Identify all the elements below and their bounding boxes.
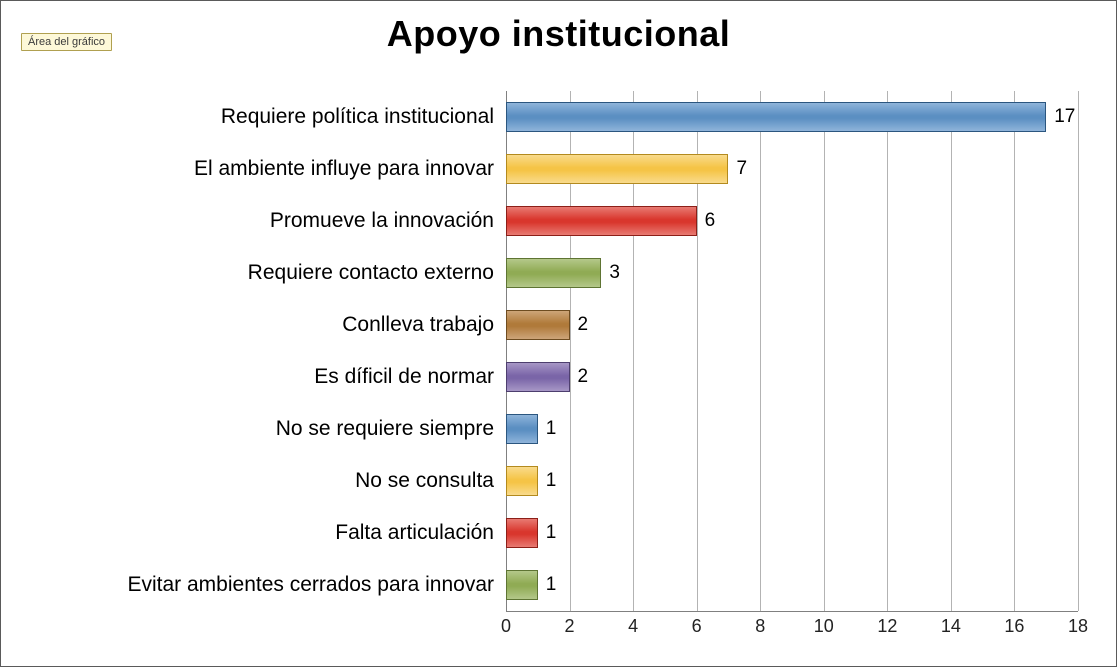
bar-value-label: 7 xyxy=(736,158,747,180)
bar-value-label: 1 xyxy=(546,418,557,440)
bar xyxy=(506,154,728,184)
gridline xyxy=(887,91,888,611)
bar xyxy=(506,466,538,496)
x-tick-label: 0 xyxy=(501,616,511,637)
category-label: Promueve la innovación xyxy=(270,209,494,233)
bar-value-label: 2 xyxy=(578,314,589,336)
x-axis-line xyxy=(506,611,1078,612)
bar-value-label: 6 xyxy=(705,210,716,232)
bar xyxy=(506,206,697,236)
x-tick-label: 18 xyxy=(1068,616,1088,637)
x-tick-label: 14 xyxy=(941,616,961,637)
category-label: Falta articulación xyxy=(335,521,494,545)
bar-value-label: 2 xyxy=(578,366,589,388)
category-label: Requiere contacto externo xyxy=(248,261,494,285)
bar xyxy=(506,258,601,288)
gridline xyxy=(760,91,761,611)
bar xyxy=(506,362,570,392)
x-tick-label: 12 xyxy=(877,616,897,637)
x-tick-label: 6 xyxy=(692,616,702,637)
bar xyxy=(506,102,1046,132)
gridline xyxy=(1014,91,1015,611)
chart-frame: Área del gráfico Apoyo institucional 024… xyxy=(0,0,1117,667)
bar-value-label: 17 xyxy=(1054,106,1075,128)
bar xyxy=(506,570,538,600)
category-label: Evitar ambientes cerrados para innovar xyxy=(127,573,494,597)
bar-value-label: 1 xyxy=(546,522,557,544)
bar xyxy=(506,310,570,340)
x-tick-label: 2 xyxy=(565,616,575,637)
category-label: Requiere política institucional xyxy=(221,105,494,129)
category-label: El ambiente influye para innovar xyxy=(194,157,494,181)
category-label: No se consulta xyxy=(355,469,494,493)
bar-value-label: 1 xyxy=(546,574,557,596)
category-label: No se requiere siempre xyxy=(276,417,494,441)
x-tick-label: 8 xyxy=(755,616,765,637)
bar xyxy=(506,414,538,444)
bar-value-label: 3 xyxy=(609,262,620,284)
gridline xyxy=(951,91,952,611)
chart-title: Apoyo institucional xyxy=(1,13,1116,55)
gridline xyxy=(1078,91,1079,611)
x-tick-label: 16 xyxy=(1004,616,1024,637)
bar-value-label: 1 xyxy=(546,470,557,492)
x-tick-label: 10 xyxy=(814,616,834,637)
gridline xyxy=(824,91,825,611)
category-label: Conlleva trabajo xyxy=(342,313,494,337)
x-tick-label: 4 xyxy=(628,616,638,637)
bar xyxy=(506,518,538,548)
category-label: Es díficil de normar xyxy=(314,365,494,389)
